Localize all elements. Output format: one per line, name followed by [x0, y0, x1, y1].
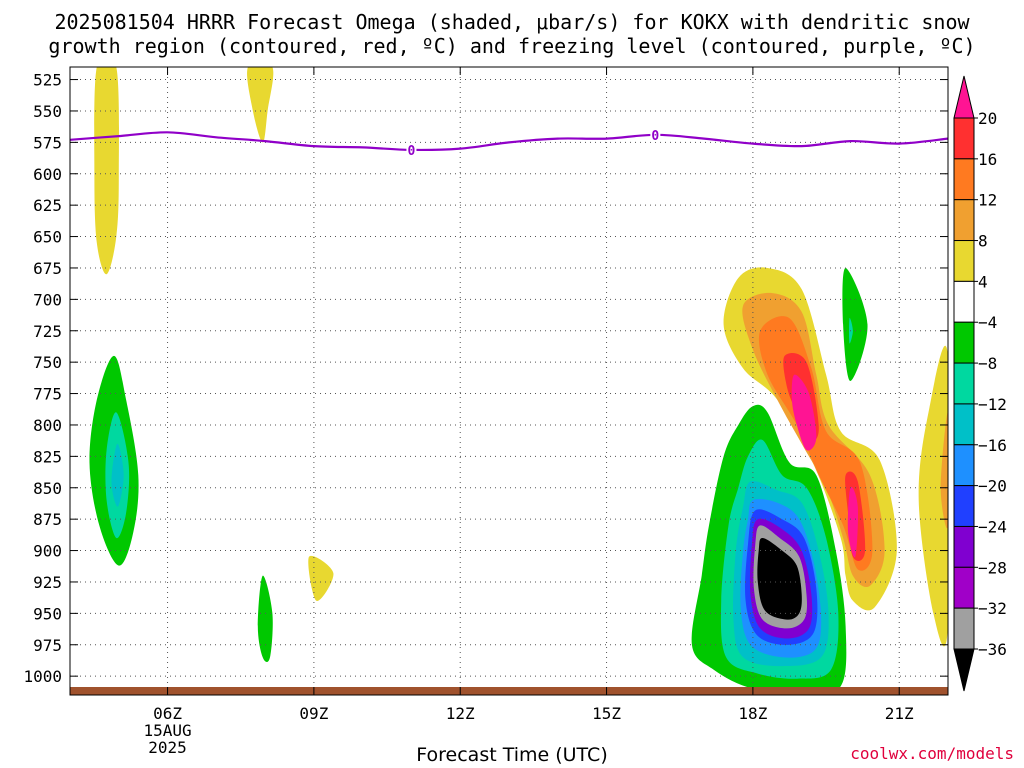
colorbar-swatch: [953, 444, 975, 487]
omega-shading: [70, 67, 948, 695]
omega-region-15: [847, 486, 859, 558]
freezing-level-label: 0: [651, 129, 659, 144]
y-tick-label: 550: [33, 102, 62, 121]
omega-region-0: [94, 67, 119, 275]
y-tick-label: 850: [33, 479, 62, 498]
x-tick-label: 15Z: [592, 704, 621, 723]
colorbar-label: −28: [978, 558, 1007, 577]
y-tick-label: 575: [33, 133, 62, 152]
y-tick-label: 675: [33, 259, 62, 278]
colorbar-swatch: [953, 117, 975, 160]
colorbar-label: −8: [978, 354, 997, 373]
colorbar-label: −12: [978, 395, 1007, 414]
colorbar-label: 20: [978, 109, 997, 128]
colorbar-label: 16: [978, 150, 997, 169]
y-tick-label: 600: [33, 165, 62, 184]
x-tick-label: 12Z: [446, 704, 475, 723]
x-tick-date: 15AUG: [143, 721, 191, 740]
y-tick-label: 650: [33, 228, 62, 247]
y-tick-label: 950: [33, 604, 62, 623]
y-tick-label: 750: [33, 353, 62, 372]
freezing-label-bg: [406, 142, 417, 157]
freezing-label-bg: [650, 127, 661, 142]
colorbar: 20 16 12 8 4 −4 −8 −12 −16 −20 −24 −28 −32 −36: [953, 75, 1007, 692]
chart-title-line-2: growth region (contoured, red, ºC) and f…: [48, 34, 976, 58]
y-tick-label: 975: [33, 636, 62, 655]
freezing-level-contour: 00: [69, 127, 949, 159]
omega-region-6: [257, 575, 273, 663]
colorbar-swatch: [953, 199, 975, 242]
omega-region-1: [247, 67, 274, 143]
omega-region-25: [757, 538, 802, 620]
colorbar-label: −20: [978, 477, 1007, 496]
chart-title-line-1: 2025081504 HRRR Forecast Omega (shaded, …: [54, 10, 970, 34]
colorbar-swatch: [953, 362, 975, 405]
omega-region-7: [842, 268, 868, 381]
colorbar-label: −16: [978, 436, 1007, 455]
y-tick-label: 1000: [23, 667, 62, 686]
y-tick-label: 525: [33, 71, 62, 90]
colorbar-swatch: [953, 240, 975, 282]
y-tick-label: 700: [33, 290, 62, 309]
colorbar-label: 12: [978, 191, 997, 210]
omega-region-2: [308, 555, 334, 602]
x-tick-label: 09Z: [299, 704, 328, 723]
colorbar-swatch: [953, 525, 975, 568]
freezing-level-label: 0: [408, 144, 416, 159]
y-tick-label: 825: [33, 447, 62, 466]
x-axis-label: Forecast Time (UTC): [416, 744, 608, 766]
colorbar-label: −36: [978, 640, 1007, 659]
axes: 525 550 575 600 625 650 675 700 725 750 775 800 825 8…: [23, 66, 949, 757]
colorbar-label: −4: [978, 313, 997, 332]
omega-region-16: [918, 346, 948, 647]
colorbar-swatch: [953, 607, 975, 650]
y-tick-label: 775: [33, 385, 62, 404]
y-tick-label: 875: [33, 510, 62, 529]
y-tick-label: 800: [33, 416, 62, 435]
colorbar-swatch: [953, 485, 975, 527]
x-tick-label: 21Z: [885, 704, 914, 723]
colorbar-swatch: [953, 403, 975, 446]
plot-frame: [69, 66, 949, 696]
colorbar-swatch: [953, 566, 975, 609]
colorbar-arrow-bottom: [953, 648, 975, 692]
y-tick-label: 900: [33, 542, 62, 561]
colorbar-arrow-top: [953, 75, 975, 119]
omega-region-14: [791, 374, 817, 451]
x-tick-year: 2025: [148, 738, 187, 757]
x-tick-label: 18Z: [738, 704, 767, 723]
ground-strip: [70, 687, 948, 695]
y-tick-label: 625: [33, 196, 62, 215]
colorbar-label: −32: [978, 599, 1007, 618]
colorbar-label: 4: [978, 272, 988, 291]
freezing-level-line: [69, 131, 949, 152]
omega-region-17: [940, 412, 948, 529]
colorbar-label: 8: [978, 232, 988, 251]
x-tick-label: 06Z: [153, 704, 182, 723]
y-tick-label: 925: [33, 573, 62, 592]
colorbar-swatch: [953, 280, 975, 323]
y-tick-label: 725: [33, 322, 62, 341]
colorbar-label: −24: [978, 517, 1007, 536]
omega-region-5: [111, 443, 124, 507]
colorbar-swatch: [953, 158, 975, 201]
credit-link[interactable]: coolwx.com/models: [850, 744, 1014, 763]
colorbar-swatch: [953, 321, 975, 364]
